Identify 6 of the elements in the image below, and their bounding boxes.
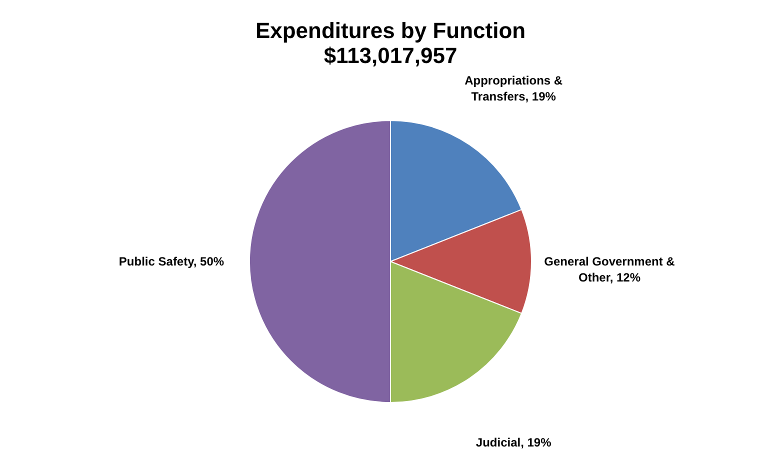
slice-label: Appropriations & Transfers, 19% (464, 73, 563, 104)
slice-label: General Government & Other, 12% (544, 254, 676, 284)
chart-title: Expenditures by Function (255, 18, 526, 43)
slice-label: Public Safety, 50% (118, 254, 224, 268)
slice-label: Judicial, 19% (476, 436, 552, 450)
chart-subtitle: $113,017,957 (324, 43, 458, 68)
